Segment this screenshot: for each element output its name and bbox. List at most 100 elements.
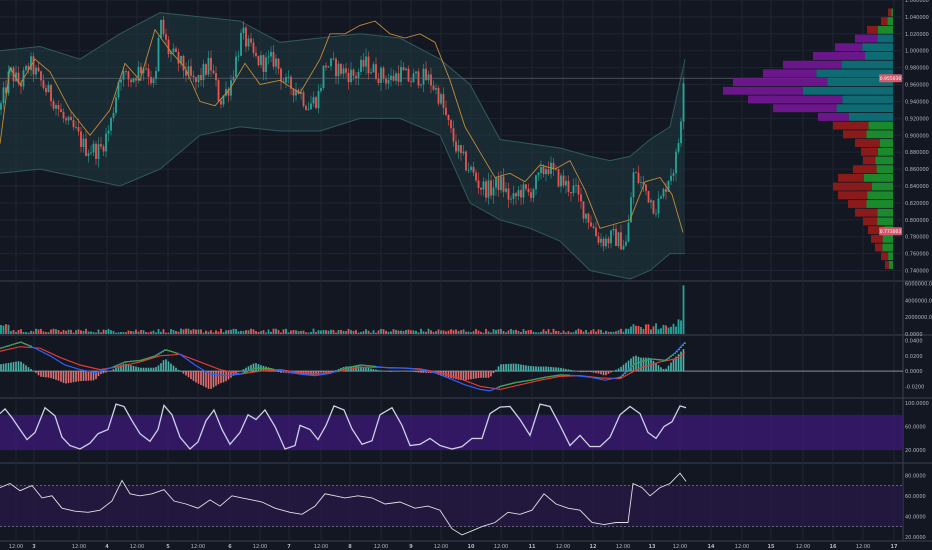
rsi-axis-tick-label: 40.0000 (905, 514, 926, 520)
macd-histogram-bar (170, 363, 172, 372)
macd-histogram-bar (280, 371, 282, 373)
macd-histogram-bar (330, 371, 332, 373)
volume-bar (97, 329, 100, 334)
macd-histogram-bar (540, 366, 542, 372)
macd-histogram-bar (605, 371, 607, 376)
macd-histogram-bar (235, 371, 237, 374)
volume-profile-down-bar (838, 173, 864, 182)
candle-body (447, 115, 450, 121)
rsi-axis-tick-label: 20.0000 (905, 535, 926, 541)
volume-bar (452, 330, 455, 334)
candle-body (650, 200, 652, 203)
candle-body (665, 189, 667, 192)
volume-bar (432, 331, 435, 334)
volume-profile-down-bar (833, 121, 869, 130)
candle-body (165, 34, 167, 40)
macd-histogram-bar (407, 371, 410, 372)
price-axis-tick-label: 0.740000 (905, 269, 929, 275)
volume-bar (587, 332, 590, 334)
rsi-axis-tick-label: 80.0000 (905, 473, 926, 479)
candle-body (147, 68, 150, 77)
macd-histogram-bar (565, 368, 567, 372)
time-axis-label: 10 (468, 544, 475, 550)
candle-body (85, 138, 87, 156)
volume-bar (425, 331, 427, 334)
macd-histogram-bar (375, 369, 377, 372)
volume-bar (327, 330, 330, 334)
macd-histogram-bar (127, 364, 130, 372)
candle-body (427, 74, 430, 81)
candle-body (182, 55, 185, 71)
macd-histogram-bar (357, 366, 360, 372)
volume-profile-down-bar (723, 86, 803, 95)
volume-bar (282, 329, 285, 334)
macd-histogram-bar (102, 371, 105, 374)
volume-bar (222, 332, 225, 334)
candle-body (577, 184, 580, 195)
volume-profile-down-bar (813, 51, 865, 60)
candle-body (540, 166, 542, 173)
macd-histogram-bar (622, 364, 625, 372)
macd-histogram-bar (180, 371, 182, 372)
volume-bar (417, 332, 420, 334)
macd-histogram-bar (7, 362, 10, 372)
candle-body (220, 100, 222, 105)
macd-histogram-bar (45, 371, 47, 378)
volume-bar (57, 330, 60, 334)
volume-bar (120, 331, 122, 334)
candle-body (462, 151, 465, 154)
volume-bar (132, 331, 135, 334)
macd-histogram-bar (317, 371, 320, 374)
macd-histogram-bar (557, 367, 560, 372)
volume-bar (107, 328, 110, 334)
volume-bar (662, 324, 665, 334)
macd-histogram-bar (150, 367, 152, 372)
macd-histogram-bar (277, 371, 280, 372)
volume-bar (575, 330, 577, 334)
volume-bar (467, 331, 470, 334)
macd-histogram-bar (62, 371, 65, 383)
volume-bar (182, 329, 185, 334)
candle-body (237, 55, 240, 57)
candle-body (57, 105, 60, 110)
volume-bar (405, 330, 407, 334)
volume-bar (612, 331, 615, 334)
volume-panel[interactable] (0, 285, 685, 334)
rsi-panel[interactable] (0, 472, 903, 536)
volume-bar (270, 331, 272, 334)
volume-bar (140, 329, 142, 334)
candle-body (460, 145, 462, 154)
volume-profile-up-bar (872, 182, 893, 191)
macd-histogram-bar (410, 371, 412, 372)
macd-histogram-bar (582, 371, 585, 373)
price-panel[interactable] (0, 12, 903, 280)
candle-body (600, 238, 602, 243)
macd-histogram-bar (412, 371, 415, 372)
candle-body (307, 109, 310, 111)
volume-bar (227, 330, 230, 334)
candle-body (75, 127, 77, 128)
volume-bar (350, 330, 352, 334)
time-axis[interactable]: 12:00 3 12:00 4 12:00 5 12:00 6 12:00 7 12:00 8 12:0… (9, 544, 898, 550)
volume-bar (302, 330, 305, 334)
stochastic-panel[interactable] (0, 403, 903, 451)
volume-bar (422, 331, 425, 334)
volume-bar (27, 332, 30, 334)
macd-histogram-bar (20, 361, 22, 372)
macd-panel[interactable] (0, 341, 903, 392)
macd-histogram-bar (527, 365, 530, 372)
volume-profile-up-bar (836, 104, 893, 113)
price-axis-tick-label: 0.840000 (905, 184, 929, 190)
candle-body (205, 64, 207, 75)
macd-histogram-bar (662, 368, 665, 372)
candle-body (70, 117, 72, 121)
candle-body (275, 58, 277, 67)
candle-body (675, 151, 677, 174)
macd-histogram-bar (50, 371, 52, 379)
candle-body (500, 176, 502, 191)
macd-histogram-bar (610, 371, 612, 373)
macd-histogram-bar (575, 370, 577, 372)
candle-body (390, 75, 392, 80)
candle-body (357, 71, 360, 79)
